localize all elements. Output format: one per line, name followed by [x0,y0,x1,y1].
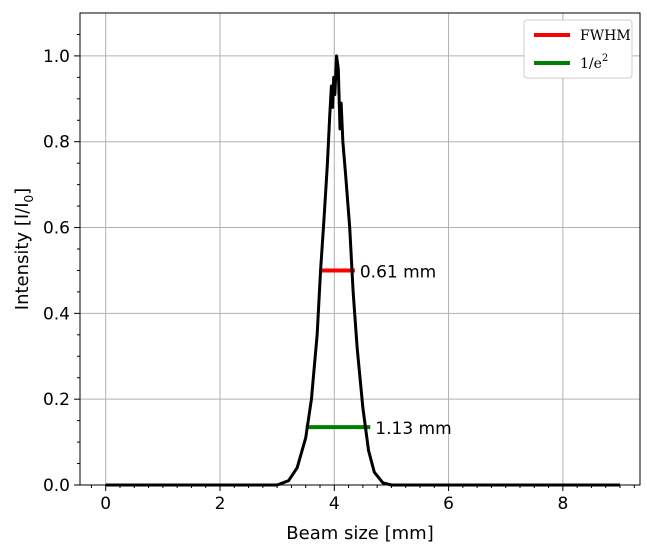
y-axis-title: Intensity [I/I0] [12,188,36,310]
width-marker-label-1: 1.13 mm [375,419,451,439]
legend-label-superscript: 2 [602,53,608,64]
y-tick-label: 0.6 [43,219,70,239]
legend: FWHM 1/e2 [523,19,633,79]
x-tick-label: 8 [557,494,568,514]
profile-line [105,54,620,487]
x-tick-label: 0 [100,494,111,514]
legend-label-fwhm: FWHM [580,28,631,44]
width-markers: 0.61 mm 1.13 mm [305,262,452,439]
x-axis-title: Beam size [mm] [286,523,433,544]
plot-area [80,13,640,485]
y-axis-title-end: ] [12,188,33,195]
x-tick-label: 2 [215,494,226,514]
y-tick-label: 0.0 [43,476,70,496]
y-axis-title-subscript: 0 [22,195,36,203]
legend-label-1-over-e2: 1/e2 [580,53,608,72]
y-tick-label: 1.0 [43,47,70,67]
x-tick-label: 4 [329,494,340,514]
y-tick-label: 0.8 [43,133,70,153]
y-tick-label: 0.2 [43,390,70,410]
axis-ticks: 0 2 4 6 8 0.0 0.2 0.4 0.6 0.8 1.0 [43,33,635,514]
y-tick-label: 0.4 [43,304,70,324]
width-marker-label-0: 0.61 mm [360,262,436,282]
x-tick-label: 6 [443,494,454,514]
